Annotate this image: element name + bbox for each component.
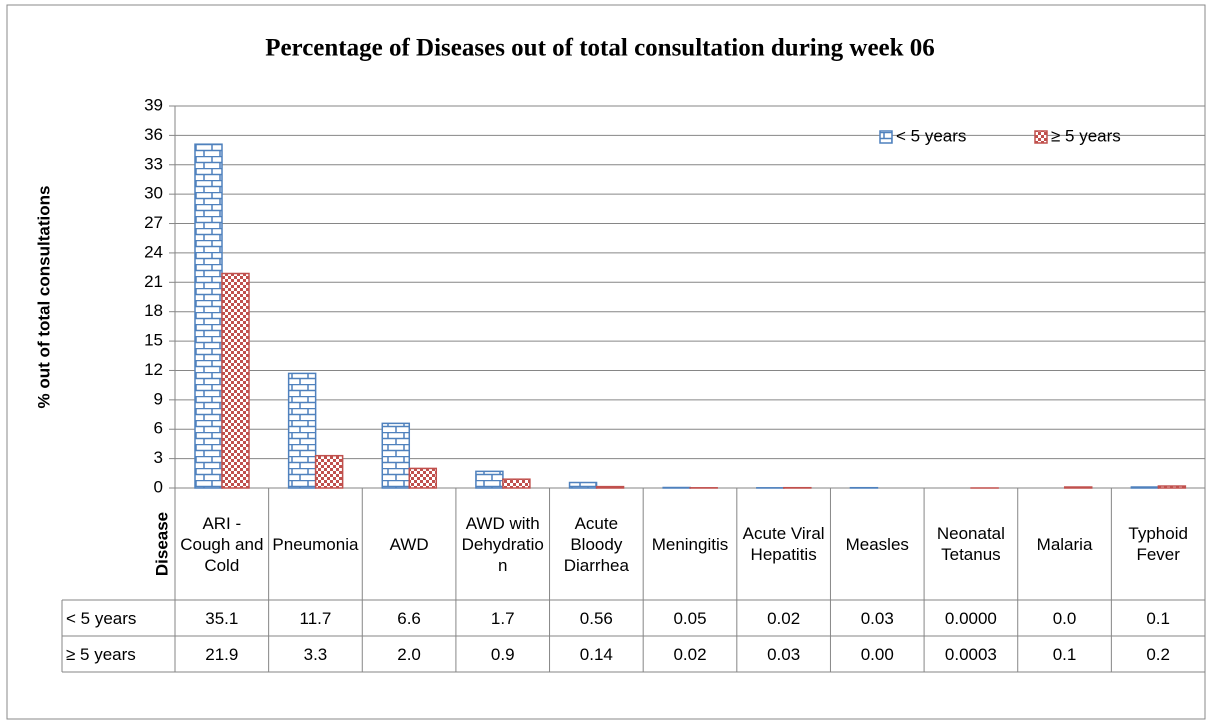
table-value: 0.14 (579, 644, 613, 664)
table-row-label: < 5 years (66, 608, 137, 628)
chart-title: Percentage of Diseases out of total cons… (265, 35, 935, 62)
bar (1157, 485, 1187, 489)
y-tick-label: 21 (144, 272, 163, 291)
table-value: 0.2 (1146, 644, 1170, 664)
category-label: Meningitis (651, 534, 729, 554)
table-value: 21.9 (205, 644, 239, 664)
bar (568, 481, 598, 489)
bar (475, 470, 504, 489)
category-label: ARI - Cough and Cold (180, 513, 264, 575)
y-tick-label: 9 (154, 389, 163, 408)
bar (287, 372, 317, 489)
table-value: 0.56 (579, 608, 613, 628)
bar (595, 485, 625, 489)
legend-label: ≥ 5 years (1051, 126, 1121, 145)
y-tick-label: 18 (144, 301, 163, 320)
table-value: 0.03 (767, 644, 801, 664)
y-tick-label: 30 (144, 184, 163, 203)
table-value: 0.00 (860, 644, 894, 664)
category-label: Acute Viral Hepatitis (742, 524, 825, 564)
table-value: 0.02 (767, 608, 801, 628)
y-tick-label: 3 (154, 448, 163, 467)
bar (381, 422, 411, 489)
y-tick-label: 15 (144, 331, 163, 350)
category-label: Measles (845, 534, 909, 554)
table-value: 11.7 (299, 608, 332, 628)
table-value: 0.1 (1146, 608, 1170, 628)
bar (221, 272, 250, 489)
chart-border (6, 4, 1206, 720)
y-tick-label: 27 (144, 213, 163, 232)
bar (408, 467, 438, 489)
table-value: 2.0 (397, 644, 421, 664)
bar (1063, 486, 1093, 489)
category-label: AWD with Dehydration (461, 513, 544, 575)
table-value: 0.1 (1052, 644, 1077, 664)
table-value: 0.03 (860, 608, 894, 628)
y-tick-label: 6 (154, 419, 163, 438)
y-tick-label: 39 (144, 95, 163, 114)
table-value: 0.0000 (944, 608, 997, 628)
category-label: Malaria (1036, 534, 1093, 554)
y-tick-label: 12 (144, 360, 163, 379)
x-axis-title: Disease (152, 512, 171, 576)
legend-label: < 5 years (896, 126, 966, 145)
category-label: Acute Bloody Diarrhea (563, 513, 629, 575)
y-tick-label: 36 (144, 125, 163, 144)
table-value: 0.0 (1052, 608, 1077, 628)
table-value: 0.9 (490, 644, 515, 664)
category-label: Neonatal Tetanus (936, 524, 1005, 564)
table-value: 35.1 (205, 608, 239, 628)
bar (314, 454, 344, 489)
table-value: 0.0003 (944, 644, 997, 664)
table-row-label: ≥ 5 years (66, 644, 136, 664)
table-value: 0.05 (673, 608, 707, 628)
legend-swatch (879, 130, 893, 144)
y-tick-label: 0 (154, 477, 163, 496)
category-label: AWD (389, 534, 429, 554)
y-axis-title: % out of total consultations (34, 186, 53, 409)
bar (194, 143, 223, 489)
table-value: 1.7 (490, 608, 515, 628)
y-tick-label: 33 (144, 154, 163, 173)
legend-swatch (1034, 130, 1048, 144)
table-value: 3.3 (303, 644, 328, 664)
y-tick-label: 24 (144, 242, 163, 261)
table-value: 0.02 (673, 644, 707, 664)
category-label: Typhoid Fever (1128, 524, 1188, 564)
bar (502, 478, 531, 489)
table-value: 6.6 (397, 608, 421, 628)
category-label: Pneumonia (272, 534, 359, 554)
